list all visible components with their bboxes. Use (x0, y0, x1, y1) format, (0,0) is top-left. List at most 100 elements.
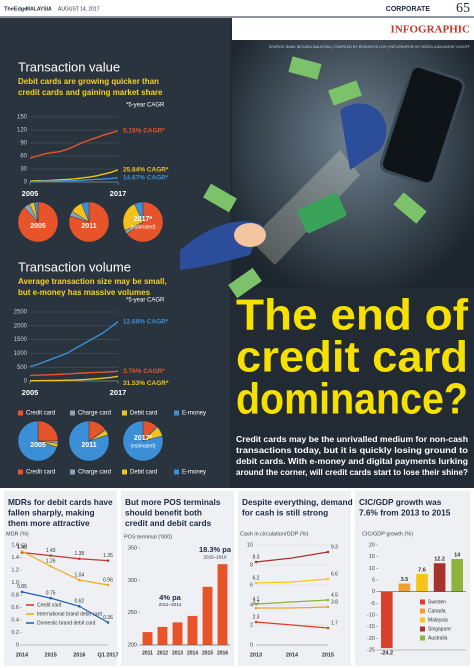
y-tick-label: 200 (128, 642, 137, 648)
data-label: 1.38 (74, 551, 84, 557)
bottom-panels (4, 491, 470, 666)
series-line (255, 578, 329, 584)
banknote (328, 80, 362, 106)
series-line (255, 621, 329, 629)
section: CORPORATE (386, 6, 431, 13)
bar (172, 622, 183, 645)
y-tick-label: 20 (369, 542, 375, 548)
intro-text: transactions today, but it is quickly lo… (236, 446, 468, 455)
chart-title: fallen sharply, making (8, 508, 95, 518)
series-line (256, 606, 329, 609)
x-tick-label: 2005 (22, 388, 39, 397)
panel (4, 491, 117, 666)
sleeve (340, 103, 387, 170)
point (78, 557, 81, 561)
legend-label: Credit card (37, 602, 62, 608)
data-label: 9.3 (331, 544, 338, 550)
y-tick-label: 0.8 (11, 592, 19, 598)
data-label: 7.6 (418, 567, 426, 573)
legend-label: Charge card (78, 470, 111, 476)
legend-label: Malaysia (428, 617, 448, 623)
chart-title: Despite everything, demand (242, 497, 353, 507)
edition: MALAYSIA (26, 6, 52, 12)
legend-swatch (122, 410, 127, 416)
point (254, 602, 258, 606)
pie-slice (34, 201, 39, 223)
y-tick-label: 0 (24, 180, 28, 186)
y-tick-label: 500 (17, 365, 28, 371)
pie-label: 2011 (81, 442, 96, 449)
banknote (393, 192, 427, 224)
panel (238, 491, 351, 666)
legend-swatch (70, 410, 75, 416)
headline: credit card (236, 333, 468, 382)
chart-title: Transaction volume (18, 259, 131, 274)
point (106, 621, 110, 624)
chart-note: *5-year CAGR (126, 298, 165, 304)
data-label: 1.50 (17, 544, 27, 550)
point (326, 550, 330, 554)
pie-slice (81, 201, 90, 223)
point (78, 604, 81, 608)
legend-swatch (420, 617, 425, 623)
legend-swatch (18, 410, 23, 416)
series-line (255, 599, 329, 605)
point (49, 554, 52, 557)
y-tick-label: 300 (128, 578, 137, 584)
data-label: 12.2 (434, 557, 445, 563)
legend-label: Canada (428, 608, 446, 614)
series-label: 25.84% CAGR* (123, 167, 169, 174)
pie-slice (126, 201, 164, 243)
x-tick-label: 2014 (286, 652, 299, 658)
series-line (29, 130, 119, 159)
series-line (30, 176, 119, 183)
illustration (180, 56, 466, 299)
series-line (21, 591, 109, 624)
y-tick-label: 0.6 (11, 605, 19, 611)
data-label: 2.3 (253, 614, 260, 620)
legend-label: Domestic brand debit card (37, 620, 96, 626)
legend-swatch (420, 599, 425, 605)
data-label: 14 (454, 552, 461, 558)
y-tick-label: 10 (369, 566, 375, 572)
chart-title: CIC/GDP growth was (359, 497, 442, 507)
page-number: 65 (456, 1, 470, 16)
point (254, 560, 258, 564)
y-tick-label: 0 (250, 642, 253, 648)
banknote (228, 267, 262, 299)
y-tick-label: -10 (367, 612, 375, 618)
chart-title: But more POS terminals (125, 497, 221, 507)
y-tick-label: 0.4 (11, 617, 19, 623)
data-label: 0.75 (46, 590, 56, 596)
source: SOURCE: BANK NEGARA MALAYSIA | COMPILED … (269, 45, 471, 49)
x-tick-label: 2015 (45, 652, 57, 658)
banknote (203, 183, 237, 213)
y-tick-label: 5 (372, 577, 375, 583)
publication: TheEdge (4, 6, 27, 12)
y-tick-label: 150 (17, 115, 28, 121)
data-label: 1.43 (46, 548, 56, 554)
series-line (21, 551, 109, 562)
point (326, 598, 330, 602)
point (326, 577, 330, 581)
data-label: 3.7 (253, 600, 260, 606)
x-tick-label: 2017 (110, 189, 127, 198)
y-tick-label: 2500 (14, 310, 28, 316)
x-tick-label: 2016 (217, 650, 228, 656)
x-tick-label: 2017 (110, 388, 127, 397)
y-tick-label: 0.2 (11, 630, 19, 636)
x-tick-label: 2015 (202, 650, 213, 656)
card (297, 192, 347, 234)
legend-swatch (18, 469, 23, 475)
y-tick-label: -25 (367, 647, 375, 653)
legend-label: Sweden (428, 599, 446, 605)
legend-label: E-money (182, 411, 206, 417)
chart-title: 7.6% from 2013 to 2015 (359, 508, 451, 518)
legend-label: E-money (182, 470, 206, 476)
pie-label: 2011 (81, 223, 96, 230)
data-label: 1.48 (17, 545, 27, 551)
data-label: 0.62 (74, 599, 84, 605)
bar (398, 583, 411, 592)
pie-slice (37, 420, 59, 442)
